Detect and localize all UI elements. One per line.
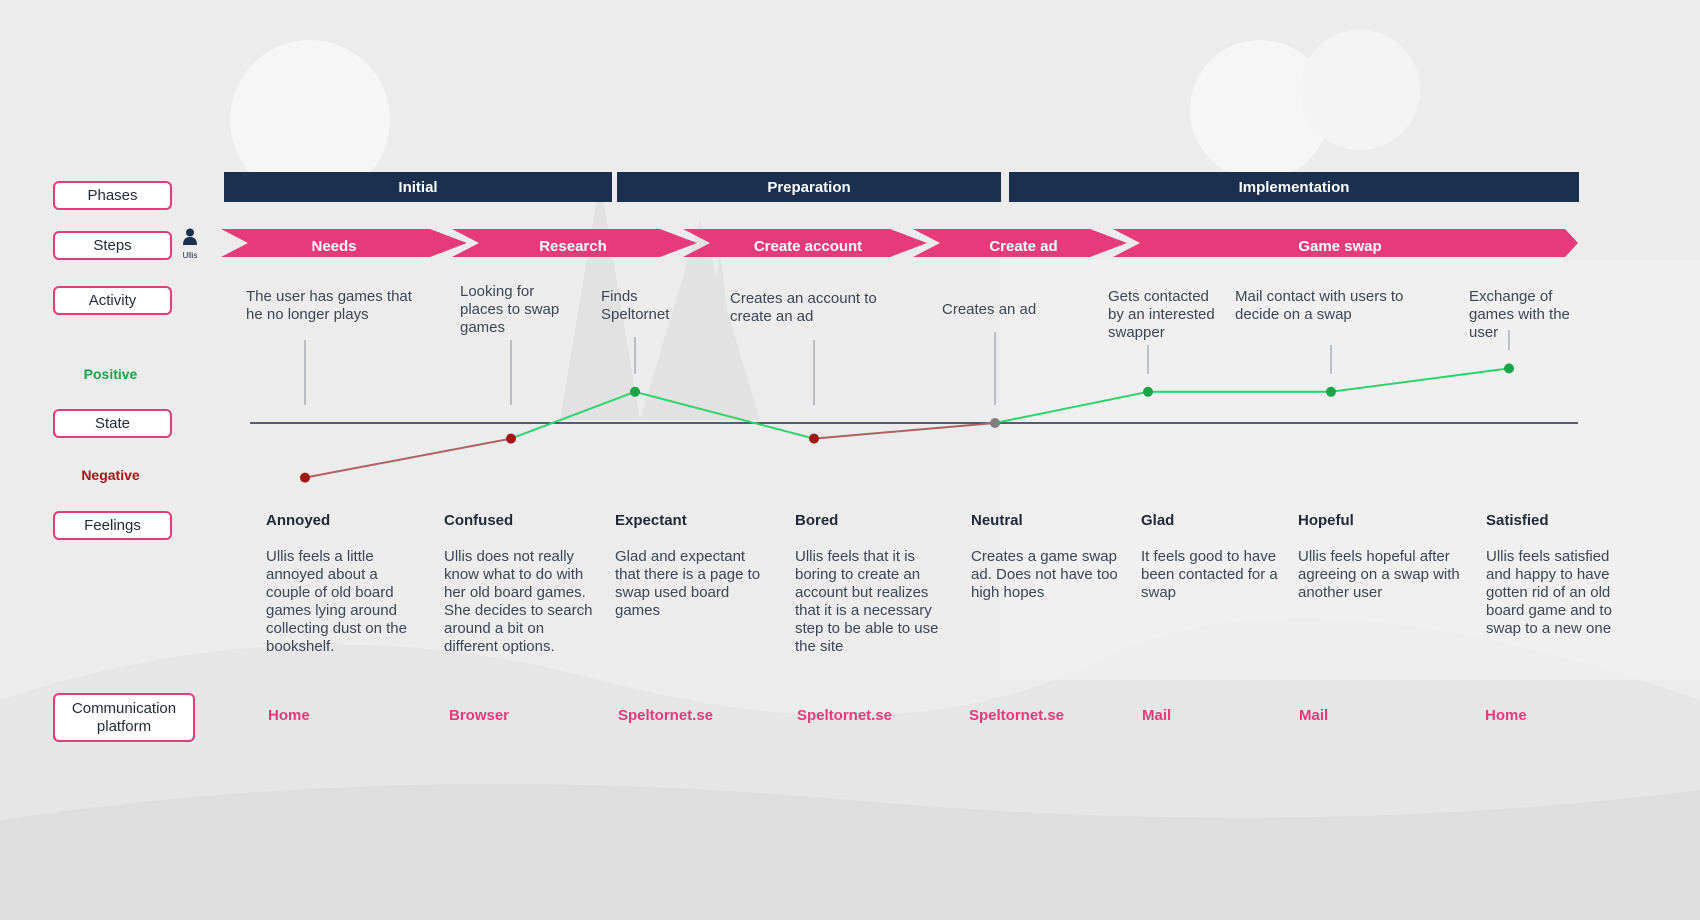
- step-arrow-needs: [221, 229, 467, 257]
- phase-implementation: Implementation: [1009, 172, 1579, 202]
- state-line-segments: [304, 367, 1510, 479]
- state-point-2: [506, 433, 516, 444]
- activity-2: Looking for places to swap games: [460, 283, 560, 336]
- activity-8: Exchange of games with the user: [1469, 288, 1570, 341]
- step-arrows: [221, 229, 1578, 257]
- persona: Ullis: [180, 228, 200, 260]
- feeling-text-3: Glad and expectant that there is a page …: [615, 548, 761, 619]
- feeling-text-7: Ullis feels hopeful after agreeing on a …: [1298, 548, 1460, 601]
- platform-5: Speltornet.se: [969, 707, 1065, 724]
- state-segment-3: [634, 390, 815, 440]
- step-arrow-create-account: [683, 229, 927, 257]
- step-research: Research: [539, 237, 607, 255]
- state-point-4: [809, 433, 819, 444]
- state-point-7: [1326, 386, 1336, 397]
- step-create-ad: Create ad: [989, 237, 1058, 255]
- state-segment-2: [510, 390, 636, 440]
- platform-7: Mail: [1299, 707, 1329, 724]
- state-point-1: [300, 472, 310, 483]
- state-segment-4: [813, 422, 996, 440]
- state-point-3: [630, 386, 640, 397]
- feeling-title-4: Bored: [795, 512, 839, 529]
- feeling-text-6: It feels good to have been contacted for…: [1141, 548, 1278, 601]
- feeling-title-8: Satisfied: [1486, 512, 1549, 529]
- row-label-activity: Activity: [53, 286, 172, 315]
- persona-name: Ullis: [182, 251, 198, 260]
- step-arrow-create-ad: [913, 229, 1127, 257]
- feeling-title-7: Hopeful: [1298, 512, 1354, 529]
- row-label-negative: Negative: [81, 467, 140, 483]
- activity-6: Gets contacted by an interested swapper: [1108, 288, 1215, 341]
- row-label-phases: Phases: [53, 181, 172, 210]
- row-label-platform: Communication platform: [53, 693, 195, 742]
- platform-2: Browser: [449, 707, 510, 724]
- feeling-title-1: Annoyed: [266, 512, 331, 529]
- platform-1: Home: [268, 707, 310, 724]
- row-label-positive: Positive: [83, 366, 138, 382]
- feeling-text-5: Creates a game swap ad. Does not have to…: [971, 548, 1118, 601]
- feeling-text-1: Ullis feels a little annoyed about a cou…: [266, 548, 407, 655]
- platform-6: Mail: [1142, 707, 1172, 724]
- platform-8: Home: [1485, 707, 1527, 724]
- state-points: [300, 363, 1514, 483]
- state-point-5: [990, 418, 1000, 428]
- activity-4: Creates an account to create an ad: [730, 290, 877, 325]
- phase-initial: Initial: [224, 172, 612, 202]
- feeling-title-6: Glad: [1141, 512, 1175, 529]
- feeling-text-4: Ullis feels that it is boring to create …: [795, 548, 939, 655]
- step-game-swap: Game swap: [1298, 237, 1382, 255]
- state-segment-1: [304, 437, 512, 479]
- platform-3: Speltornet.se: [618, 707, 714, 724]
- feeling-title-3: Expectant: [615, 512, 687, 529]
- activity-connectors: [304, 330, 1510, 405]
- activity-5: Creates an ad: [942, 301, 1037, 318]
- phase-preparation: Preparation: [617, 172, 1001, 202]
- row-label-steps: Steps: [53, 231, 172, 260]
- state-point-6: [1143, 386, 1153, 397]
- step-arrow-research: [452, 229, 697, 257]
- feeling-text-8: Ullis feels satisfied and happy to have …: [1486, 548, 1612, 637]
- row-label-state: State: [53, 409, 172, 438]
- state-segment-7: [1330, 367, 1510, 393]
- feeling-text-2: Ullis does not really know what to do wi…: [444, 548, 593, 655]
- feeling-title-5: Neutral: [971, 512, 1023, 529]
- activity-7: Mail contact with users to decide on a s…: [1235, 288, 1404, 323]
- activity-1: The user has games that he no longer pla…: [246, 288, 412, 323]
- step-create-account: Create account: [753, 237, 863, 255]
- state-segment-5: [994, 390, 1149, 424]
- row-label-feelings: Feelings: [53, 511, 172, 540]
- feeling-title-2: Confused: [444, 512, 514, 529]
- state-point-8: [1504, 363, 1514, 374]
- step-arrow-game-swap: [1113, 229, 1578, 257]
- step-needs: Needs: [311, 237, 357, 255]
- person-icon: [183, 228, 197, 245]
- activity-3: Finds Speltornet: [601, 288, 670, 323]
- platform-4: Speltornet.se: [797, 707, 893, 724]
